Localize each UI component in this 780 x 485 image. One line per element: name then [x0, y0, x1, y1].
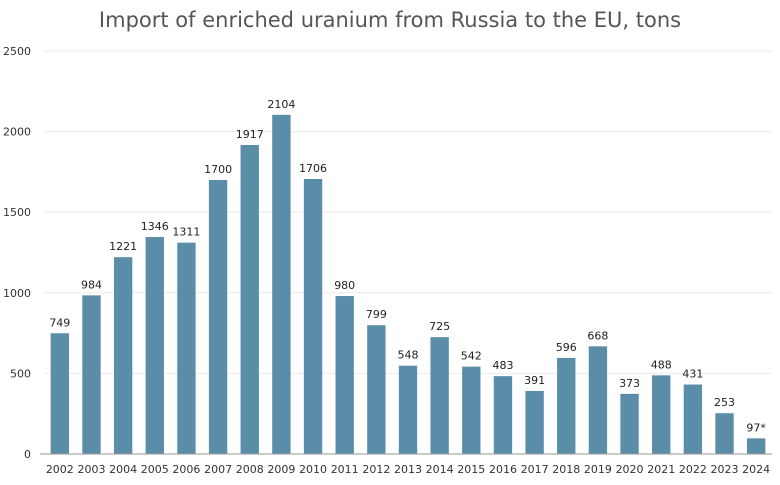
data-label-2020: 373	[619, 377, 640, 390]
bar-2008	[240, 144, 259, 454]
bar-2012	[367, 325, 386, 454]
bar-2021	[652, 375, 671, 454]
bars	[50, 114, 766, 454]
x-tick-label-2018: 2018	[552, 463, 580, 476]
bar-2016	[493, 376, 513, 454]
x-tick-label-2016: 2016	[489, 463, 517, 476]
data-label-2016: 483	[492, 359, 513, 372]
x-tick-label-2009: 2009	[267, 463, 295, 476]
data-label-2018: 596	[556, 341, 577, 354]
x-tick-label-2022: 2022	[679, 463, 707, 476]
data-label-2010: 1706	[299, 162, 327, 175]
data-label-2003: 984	[81, 278, 102, 291]
data-label-2005: 1346	[141, 220, 169, 233]
data-label-2007: 1700	[204, 163, 232, 176]
bar-2017	[525, 390, 544, 454]
bar-2010	[303, 178, 323, 454]
bar-2019	[588, 346, 608, 454]
data-label-2015: 542	[461, 350, 482, 363]
data-label-2009: 2104	[267, 98, 295, 111]
data-label-2023: 253	[714, 396, 735, 409]
y-axis-ticks: 0 500 1000 1500 2000 2500	[3, 45, 31, 461]
bar-2024	[746, 438, 766, 454]
x-tick-label-2004: 2004	[109, 463, 137, 476]
x-tick-label-2014: 2014	[426, 463, 454, 476]
bar-2004	[113, 257, 133, 454]
x-tick-label-2023: 2023	[711, 463, 739, 476]
data-label-2013: 548	[398, 349, 419, 362]
data-label-2017: 391	[524, 374, 545, 387]
bar-2023	[715, 413, 734, 454]
y-tick-label: 2000	[3, 126, 31, 139]
data-label-2022: 431	[682, 368, 703, 381]
data-labels: 749 984 1221 1346 1311 1700 1917 2104 1706 980 799…	[49, 98, 766, 435]
data-label-2012: 799	[366, 308, 387, 321]
bar-2018	[557, 357, 576, 454]
data-label-2002: 749	[49, 316, 70, 329]
data-label-2021: 488	[651, 358, 672, 371]
x-tick-label-2011: 2011	[331, 463, 359, 476]
x-tick-label-2006: 2006	[172, 463, 200, 476]
data-label-2019: 668	[587, 329, 608, 342]
bar-2015	[462, 366, 481, 454]
x-tick-label-2002: 2002	[46, 463, 74, 476]
y-tick-label: 1500	[3, 206, 31, 219]
y-tick-label: 2500	[3, 45, 31, 58]
data-label-2011: 980	[334, 279, 355, 292]
bar-2007	[208, 179, 228, 454]
bar-2002	[50, 333, 70, 454]
bar-2013	[398, 365, 418, 454]
bar-2006	[177, 242, 196, 454]
data-label-2004: 1221	[109, 240, 137, 253]
x-tick-label-2007: 2007	[204, 463, 232, 476]
chart-title: Import of enriched uranium from Russia t…	[98, 8, 682, 32]
x-tick-label-2012: 2012	[362, 463, 390, 476]
x-tick-label-2015: 2015	[457, 463, 485, 476]
x-tick-label-2003: 2003	[77, 463, 105, 476]
data-label-2024: 97*	[746, 421, 766, 434]
y-tick-label: 1000	[3, 287, 31, 300]
data-label-2014: 725	[429, 320, 450, 333]
x-tick-label-2008: 2008	[236, 463, 264, 476]
data-label-2008: 1917	[236, 128, 264, 141]
x-tick-label-2017: 2017	[521, 463, 549, 476]
bar-2009	[272, 114, 291, 454]
bar-2022	[683, 384, 703, 454]
y-tick-label: 500	[10, 367, 31, 380]
x-tick-label-2019: 2019	[584, 463, 612, 476]
bar-2011	[335, 296, 354, 454]
x-tick-label-2024: 2024	[742, 463, 770, 476]
y-tick-label: 0	[24, 448, 31, 461]
x-tick-label-2013: 2013	[394, 463, 422, 476]
bar-2005	[145, 237, 164, 454]
bar-2020	[620, 393, 639, 454]
x-tick-label-2021: 2021	[647, 463, 675, 476]
gridlines	[44, 50, 772, 374]
x-tick-label-2010: 2010	[299, 463, 327, 476]
data-label-2006: 1311	[172, 226, 200, 239]
x-tick-label-2020: 2020	[616, 463, 644, 476]
x-tick-label-2005: 2005	[141, 463, 169, 476]
x-axis-ticks: 2002 2003 2004 2005 2006 2007 2008 2009 2010 2011…	[46, 463, 770, 476]
bar-2014	[430, 337, 449, 454]
bar-2003	[82, 295, 101, 454]
